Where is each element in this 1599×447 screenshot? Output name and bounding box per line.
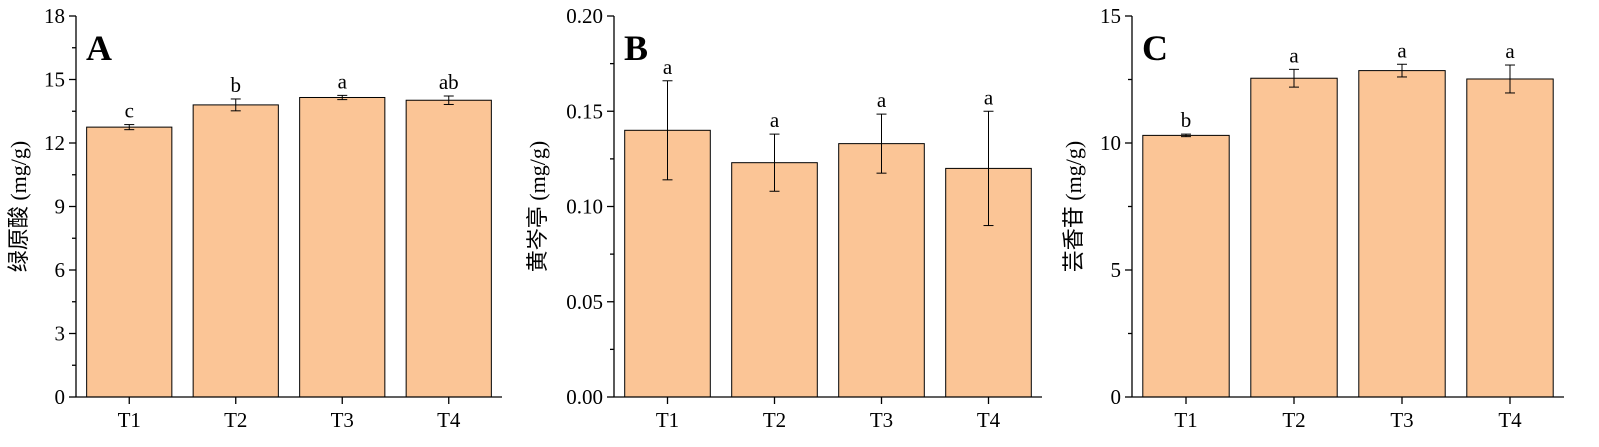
error-bar-t4 — [1505, 64, 1515, 94]
y-tick-label: 0.20 — [566, 4, 603, 28]
y-tick-label: 5 — [1111, 258, 1122, 282]
significance-label: b — [1181, 108, 1192, 132]
error-bar-t4 — [443, 95, 454, 105]
x-tick-label: T3 — [870, 408, 893, 432]
y-axis-label: 黄岑亭 (mg/g) — [525, 141, 550, 272]
significance-label: a — [877, 88, 887, 112]
panel-letter: A — [86, 28, 112, 68]
y-tick-label: 0 — [55, 385, 66, 409]
bar-t2 — [731, 162, 818, 398]
significance-label: c — [125, 99, 134, 123]
x-tick-label: T3 — [1390, 408, 1413, 432]
error-bar-t2 — [1289, 68, 1299, 88]
bar-t4 — [405, 99, 492, 398]
chart-panel-a: c T1 b T2 a T3 ab T4 0 3 6 9 12 15 18 绿原酸 (mg/g) A — [6, 4, 502, 432]
x-tick-label: T2 — [1282, 408, 1305, 432]
x-tick-label: T4 — [1498, 408, 1522, 432]
y-tick-label: 0 — [1111, 385, 1122, 409]
bar-t4 — [1466, 78, 1554, 398]
error-bar-t1 — [124, 124, 135, 131]
panel-letter: B — [624, 28, 648, 68]
x-tick-label: T3 — [331, 408, 354, 432]
significance-label: a — [984, 85, 994, 109]
significance-label: ab — [439, 70, 459, 94]
y-tick-label: 0.00 — [566, 385, 603, 409]
error-bar-t2 — [230, 98, 241, 112]
significance-label: b — [231, 73, 242, 97]
x-tick-label: T2 — [224, 408, 247, 432]
bar-t3 — [299, 96, 386, 398]
y-tick-label: 15 — [1100, 4, 1121, 28]
error-bar-t3 — [1397, 63, 1407, 78]
y-tick-label: 18 — [44, 4, 65, 28]
bar-t1 — [1142, 134, 1230, 398]
error-bar-t2 — [769, 133, 780, 192]
chart-panel-b: a T1 a T2 a T3 a T4 0.00 0.05 0.10 0.15 0.20 黄岑亭 (mg/… — [525, 4, 1042, 432]
y-tick-label: 0.10 — [566, 195, 603, 219]
y-tick-label: 10 — [1100, 131, 1121, 155]
bar-t3 — [838, 143, 925, 398]
error-bar-t4 — [983, 110, 994, 227]
chart-panel-c: b T1 a T2 a T3 a T4 0 5 10 15 芸香苷 (mg/g) C — [1061, 4, 1564, 432]
error-bar-t1 — [662, 80, 673, 181]
y-axis-label: 芸香苷 (mg/g) — [1061, 141, 1086, 272]
bar-t2 — [1250, 77, 1338, 398]
significance-label: a — [663, 55, 673, 79]
bar-t3 — [1358, 70, 1446, 398]
panel-letter: C — [1142, 28, 1168, 68]
y-tick-label: 9 — [55, 195, 66, 219]
significance-label: a — [1505, 39, 1515, 63]
significance-label: a — [770, 108, 780, 132]
bar-t2 — [192, 104, 279, 398]
y-tick-label: 3 — [55, 322, 66, 346]
error-bar-t3 — [337, 94, 348, 101]
error-bar-t1 — [1181, 133, 1191, 138]
x-tick-label: T1 — [118, 408, 141, 432]
x-tick-label: T2 — [763, 408, 786, 432]
y-tick-label: 6 — [55, 258, 66, 282]
error-bar-t3 — [876, 113, 887, 174]
x-tick-label: T1 — [1174, 408, 1197, 432]
y-tick-label: 0.15 — [566, 99, 603, 123]
x-tick-label: T4 — [977, 408, 1001, 432]
bar-t1 — [86, 126, 173, 398]
y-tick-label: 15 — [44, 68, 65, 92]
x-tick-label: T1 — [656, 408, 679, 432]
significance-label: a — [338, 69, 348, 93]
significance-label: a — [1289, 43, 1299, 67]
y-tick-label: 12 — [44, 131, 65, 155]
x-tick-label: T4 — [437, 408, 461, 432]
y-axis-label: 绿原酸 (mg/g) — [6, 141, 31, 272]
y-tick-label: 0.05 — [566, 290, 603, 314]
significance-label: a — [1397, 38, 1407, 62]
